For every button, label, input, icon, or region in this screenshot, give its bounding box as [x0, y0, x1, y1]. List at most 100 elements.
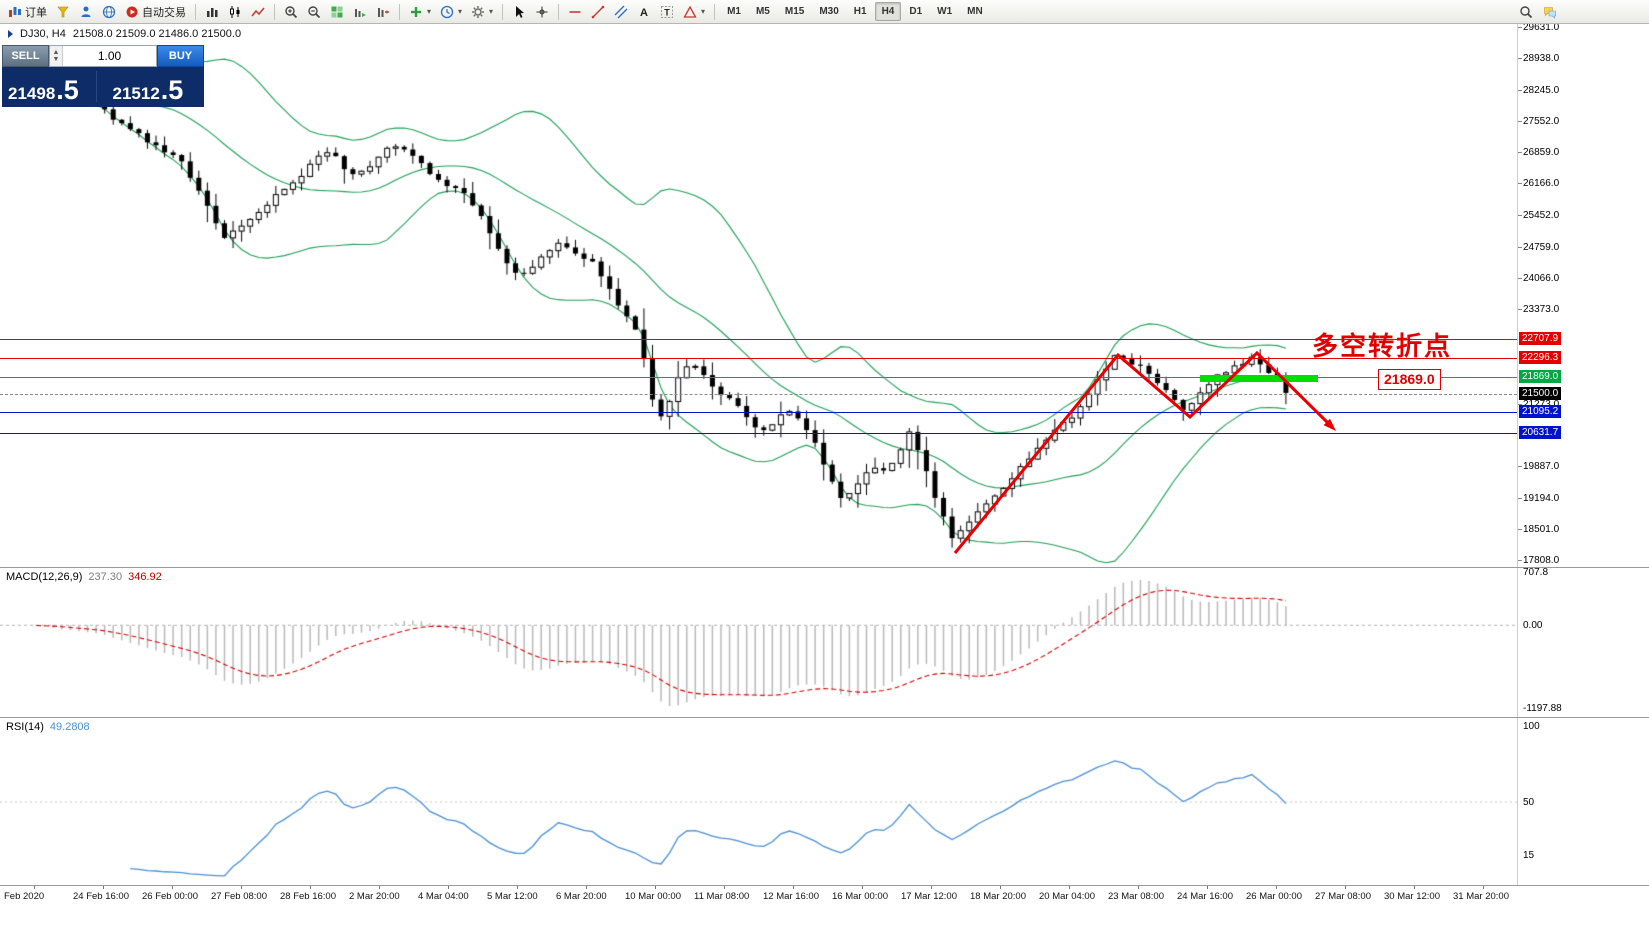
buy-button[interactable]: BUY: [157, 45, 204, 67]
zoom-in-button[interactable]: [280, 2, 302, 22]
volume-down-icon[interactable]: ▼: [52, 56, 60, 63]
terminal-button[interactable]: [75, 2, 97, 22]
metaeditor-button[interactable]: [52, 2, 74, 22]
macd-scale[interactable]: 707.8 0.00 -1197.88: [1517, 567, 1649, 717]
time-label: 30 Mar 12:00: [1384, 891, 1440, 902]
timeframe-m1[interactable]: M1: [727, 6, 741, 17]
price-tick: 23373.0: [1523, 304, 1560, 316]
indicators-button[interactable]: ▾: [405, 2, 435, 22]
macd-canvas[interactable]: [0, 568, 1517, 718]
time-label: 5 Mar 12:00: [487, 891, 538, 902]
candlestick-chart-button[interactable]: [224, 2, 246, 22]
text-button[interactable]: A: [633, 2, 655, 22]
terminal-icon: [79, 5, 93, 19]
trendline-button[interactable]: [587, 2, 609, 22]
timeframe-w1[interactable]: W1: [937, 6, 953, 17]
time-tick-mark: [1000, 886, 1001, 889]
price-scale[interactable]: 29631.0 28938.0 28245.0 27552.0 26859.0 26166…: [1517, 22, 1649, 567]
timeframe-d1[interactable]: D1: [909, 6, 923, 17]
svg-text:A: A: [640, 7, 648, 19]
periods-button[interactable]: ▾: [436, 2, 466, 22]
horizontal-level-line[interactable]: [0, 433, 1517, 434]
candle-chart-icon: [228, 5, 242, 19]
horizontal-level-line[interactable]: [0, 358, 1517, 359]
cursor-button[interactable]: [508, 2, 530, 22]
channel-icon: [614, 5, 628, 19]
sell-price[interactable]: 21498.5: [8, 75, 79, 105]
chevron-down-icon: ▾: [427, 7, 432, 16]
tick-mark: [1518, 215, 1522, 217]
timeframe-m15[interactable]: M15: [784, 6, 805, 17]
rsi-canvas[interactable]: [0, 718, 1517, 886]
current-price-line[interactable]: [0, 394, 1517, 395]
time-label: 6 Mar 20:00: [556, 891, 607, 902]
community-chat-button[interactable]: [1539, 2, 1561, 22]
horizontal-level-line[interactable]: [0, 339, 1517, 340]
chart-shift-button[interactable]: [372, 2, 394, 22]
autotrading-button[interactable]: 自动交易: [121, 2, 190, 22]
time-axis[interactable]: Feb 2020 24 Feb 16:00 26 Feb 00:00 27 Feb 0…: [0, 885, 1649, 907]
volume-up-icon[interactable]: ▲: [52, 49, 60, 56]
rsi-scale[interactable]: 100 50 15: [1517, 718, 1649, 885]
one-click-trading-panel: SELL ▲ ▼ 1.00 BUY 21498.5: [2, 45, 204, 107]
crosshair-button[interactable]: [531, 2, 553, 22]
time-label: Feb 2020: [4, 891, 45, 902]
new-order-button[interactable]: 订单: [4, 2, 51, 22]
time-label: 24 Feb 16:00: [73, 891, 129, 902]
volume-field[interactable]: ▲ ▼ 1.00: [49, 45, 157, 67]
time-tick-mark: [34, 886, 35, 889]
timeframe-h1[interactable]: H1: [853, 6, 867, 17]
buy-price[interactable]: 21512.5: [112, 75, 184, 105]
support-segment-annotation[interactable]: [1200, 375, 1318, 382]
shapes-button[interactable]: ▾: [679, 2, 709, 22]
shapes-icon: [683, 5, 697, 19]
time-label: 16 Mar 00:00: [832, 891, 888, 902]
horizontal-line-button[interactable]: [564, 2, 586, 22]
svg-text:T: T: [664, 7, 670, 17]
level-price-label: 22296.3: [1519, 351, 1562, 364]
chevron-down-icon: ▾: [458, 7, 463, 16]
time-label: 20 Mar 04:00: [1039, 891, 1095, 902]
volume-stepper[interactable]: ▲ ▼: [50, 46, 63, 66]
equidistant-channel-button[interactable]: [610, 2, 632, 22]
time-tick-mark: [793, 886, 794, 889]
toolbar: 订单 自动交易 ▾ ▾ ▾ A T ▾ M1 M5 M15 M30 H1 H4 D1 W1 MN: [0, 0, 1649, 24]
timeframe-m30[interactable]: M30: [819, 6, 839, 17]
macd-tick: 0.00: [1523, 620, 1543, 632]
line-chart-button[interactable]: [247, 2, 269, 22]
price-tick: 26166.0: [1523, 178, 1560, 190]
toolbar-right: [1515, 2, 1645, 22]
tile-windows-button[interactable]: [326, 2, 348, 22]
sell-button[interactable]: SELL: [2, 45, 49, 67]
timeframe-m5[interactable]: M5: [755, 6, 770, 17]
horizontal-level-line[interactable]: [0, 412, 1517, 413]
autotrading-label: 自动交易: [142, 6, 186, 19]
tick-mark: [1518, 528, 1522, 530]
price-flag-label[interactable]: 21869.0: [1378, 369, 1441, 390]
symbol-search-button[interactable]: [1515, 2, 1537, 22]
zoom-out-button[interactable]: [303, 2, 325, 22]
auto-scroll-button[interactable]: [349, 2, 371, 22]
time-tick-mark: [1207, 886, 1208, 889]
timeframe-h4[interactable]: H4: [874, 2, 902, 21]
text-label-button[interactable]: T: [656, 2, 678, 22]
toolbar-separator: [274, 3, 275, 20]
time-tick-mark: [310, 886, 311, 889]
tick-mark: [1518, 309, 1522, 311]
price-tick: 25452.0: [1523, 210, 1560, 222]
turning-point-text[interactable]: 多空转折点: [1312, 331, 1453, 361]
price-tick: 18501.0: [1523, 523, 1560, 535]
time-label: 11 Mar 08:00: [694, 891, 750, 902]
chart-shift-icon: [376, 5, 390, 19]
chevron-down-icon: ▾: [489, 7, 494, 16]
tile-windows-icon: [330, 5, 344, 19]
market-watch-button[interactable]: [98, 2, 120, 22]
zoom-in-icon: [284, 5, 298, 19]
bar-chart-button[interactable]: [201, 2, 223, 22]
current-price-label: 21500.0: [1519, 387, 1562, 400]
timeframe-mn[interactable]: MN: [967, 6, 983, 17]
price-chart-canvas[interactable]: [0, 24, 1517, 567]
templates-button[interactable]: ▾: [467, 2, 497, 22]
horizontal-level-line[interactable]: [0, 377, 1517, 378]
